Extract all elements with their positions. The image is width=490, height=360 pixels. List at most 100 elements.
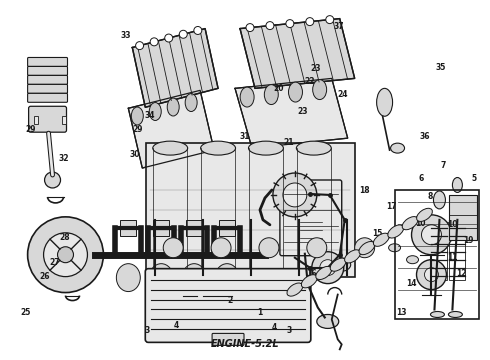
Circle shape <box>57 247 74 263</box>
Text: 31: 31 <box>240 132 250 141</box>
Ellipse shape <box>185 94 197 112</box>
Ellipse shape <box>424 268 437 276</box>
FancyBboxPatch shape <box>147 143 355 276</box>
FancyBboxPatch shape <box>27 67 68 75</box>
Ellipse shape <box>359 242 375 255</box>
Text: 35: 35 <box>435 63 445 72</box>
Ellipse shape <box>444 227 454 237</box>
Circle shape <box>163 238 183 258</box>
Text: 27: 27 <box>49 258 60 267</box>
Bar <box>121 220 136 236</box>
Text: 18: 18 <box>359 186 370 195</box>
Text: 7: 7 <box>440 161 445 170</box>
Text: 15: 15 <box>372 229 382 238</box>
Text: 14: 14 <box>406 279 416 288</box>
Circle shape <box>412 215 451 255</box>
Ellipse shape <box>431 311 444 318</box>
Ellipse shape <box>389 244 400 252</box>
Text: 6: 6 <box>418 174 423 183</box>
FancyBboxPatch shape <box>280 180 342 256</box>
Text: 29: 29 <box>26 125 36 134</box>
Text: 33: 33 <box>120 31 130 40</box>
Circle shape <box>165 34 172 42</box>
Ellipse shape <box>434 191 445 209</box>
Ellipse shape <box>335 262 345 268</box>
Text: 19: 19 <box>464 237 474 246</box>
Text: 10: 10 <box>416 219 426 228</box>
Ellipse shape <box>248 141 283 155</box>
Text: 22: 22 <box>304 77 315 86</box>
FancyBboxPatch shape <box>145 269 311 342</box>
Ellipse shape <box>452 177 463 193</box>
Circle shape <box>266 22 274 30</box>
Ellipse shape <box>116 264 140 292</box>
Circle shape <box>306 18 314 26</box>
Text: 25: 25 <box>20 308 30 317</box>
Circle shape <box>194 27 202 35</box>
Text: 4: 4 <box>271 323 277 332</box>
Ellipse shape <box>402 217 418 230</box>
Text: 9: 9 <box>426 210 431 219</box>
Ellipse shape <box>329 258 351 272</box>
Text: 30: 30 <box>130 150 140 159</box>
Ellipse shape <box>215 264 239 292</box>
Circle shape <box>273 173 317 217</box>
Text: 20: 20 <box>273 84 284 93</box>
Text: 21: 21 <box>284 138 294 147</box>
Ellipse shape <box>182 264 206 292</box>
Circle shape <box>179 30 187 38</box>
Text: ENGINE-5.2L: ENGINE-5.2L <box>211 339 279 349</box>
Polygon shape <box>128 90 214 168</box>
Ellipse shape <box>391 143 405 153</box>
Text: 1: 1 <box>257 308 262 317</box>
Circle shape <box>307 238 327 258</box>
Bar <box>62 116 66 124</box>
Ellipse shape <box>301 275 317 288</box>
Ellipse shape <box>316 266 332 279</box>
Text: 36: 36 <box>419 132 430 141</box>
Bar <box>219 220 235 236</box>
Ellipse shape <box>153 141 188 155</box>
Ellipse shape <box>167 98 179 116</box>
Text: 2: 2 <box>228 296 233 305</box>
Ellipse shape <box>149 103 161 121</box>
Circle shape <box>211 238 231 258</box>
FancyBboxPatch shape <box>27 84 68 93</box>
Circle shape <box>259 238 279 258</box>
Circle shape <box>246 24 254 32</box>
Bar <box>449 228 466 280</box>
Text: 3: 3 <box>286 326 292 335</box>
Bar <box>432 228 447 280</box>
FancyBboxPatch shape <box>27 93 68 102</box>
Ellipse shape <box>317 315 339 328</box>
Ellipse shape <box>377 88 392 116</box>
Polygon shape <box>132 28 218 107</box>
Ellipse shape <box>416 208 432 221</box>
Ellipse shape <box>407 256 418 264</box>
FancyBboxPatch shape <box>27 75 68 84</box>
Text: 28: 28 <box>59 233 70 242</box>
Bar <box>34 116 38 124</box>
Ellipse shape <box>344 250 360 263</box>
Circle shape <box>27 217 103 293</box>
Polygon shape <box>235 78 348 148</box>
Polygon shape <box>240 19 355 88</box>
Text: 37: 37 <box>334 22 344 31</box>
Circle shape <box>320 260 336 276</box>
Text: 11: 11 <box>447 253 458 262</box>
Text: 5: 5 <box>471 174 476 183</box>
Ellipse shape <box>240 87 254 107</box>
Circle shape <box>286 20 294 28</box>
Bar <box>300 218 322 248</box>
Ellipse shape <box>448 311 463 318</box>
Text: 10: 10 <box>447 220 458 229</box>
Text: 23: 23 <box>297 107 308 116</box>
FancyBboxPatch shape <box>28 106 67 132</box>
Text: 34: 34 <box>145 111 155 120</box>
FancyBboxPatch shape <box>27 58 68 67</box>
Circle shape <box>421 225 441 245</box>
Circle shape <box>355 238 375 258</box>
Bar <box>449 195 477 240</box>
Ellipse shape <box>287 283 303 296</box>
Ellipse shape <box>388 225 404 238</box>
